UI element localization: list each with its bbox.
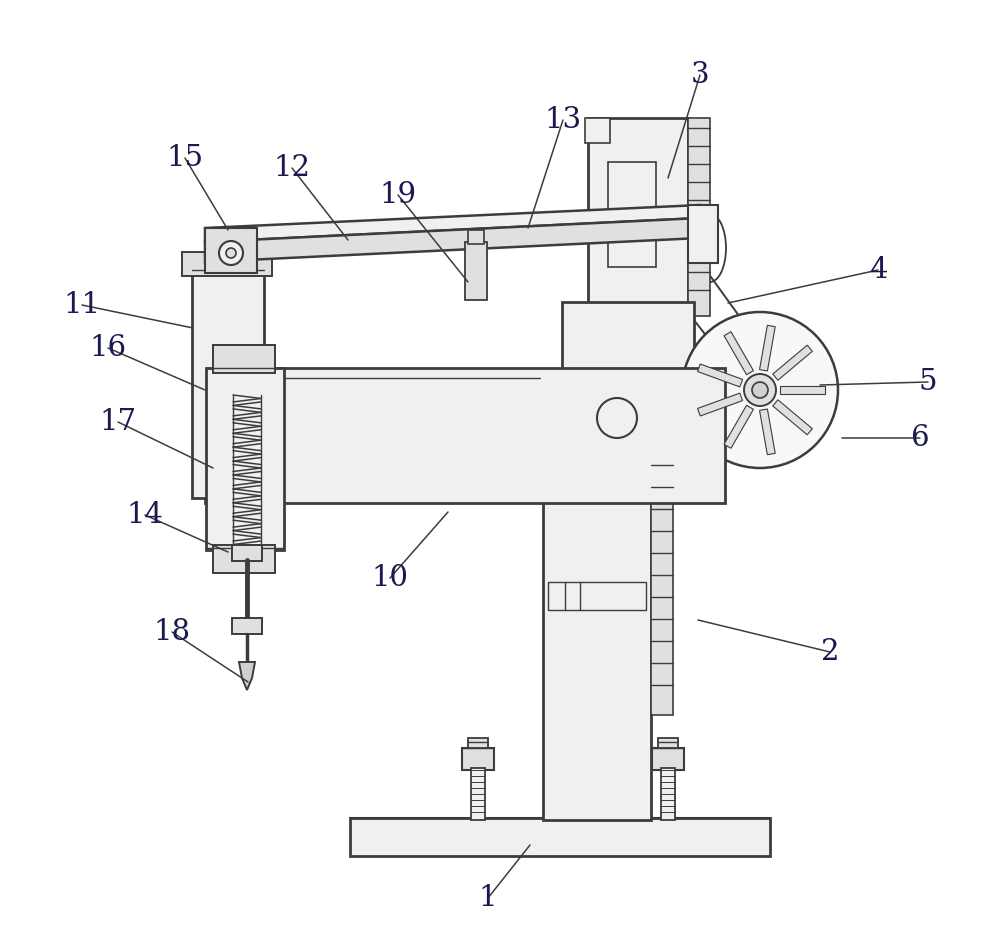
Polygon shape — [205, 205, 700, 242]
Text: 2: 2 — [821, 638, 839, 666]
Polygon shape — [239, 662, 255, 690]
Bar — [182, 252, 272, 276]
Text: 3: 3 — [691, 61, 709, 89]
Polygon shape — [724, 405, 753, 448]
Bar — [213, 545, 275, 573]
Polygon shape — [760, 325, 775, 371]
Bar — [688, 205, 718, 263]
Bar — [468, 738, 488, 748]
Bar — [205, 368, 725, 503]
Circle shape — [752, 382, 768, 398]
Text: 17: 17 — [99, 408, 137, 436]
Bar — [471, 768, 485, 820]
Bar — [232, 618, 262, 634]
Text: 5: 5 — [919, 368, 937, 396]
Bar — [548, 582, 646, 610]
Text: 6: 6 — [911, 424, 929, 452]
Text: 12: 12 — [274, 154, 310, 182]
Bar — [465, 242, 487, 300]
Circle shape — [219, 241, 243, 265]
Bar — [205, 228, 257, 273]
Text: 19: 19 — [379, 181, 417, 209]
Bar — [206, 368, 284, 550]
Bar — [651, 455, 673, 715]
Bar — [213, 345, 275, 373]
Text: 1: 1 — [479, 884, 497, 912]
Polygon shape — [760, 409, 775, 455]
Polygon shape — [698, 364, 743, 387]
Circle shape — [744, 374, 776, 406]
Bar — [462, 748, 494, 770]
Circle shape — [682, 312, 838, 468]
Text: 4: 4 — [869, 256, 887, 284]
Bar — [608, 162, 656, 267]
Text: 18: 18 — [153, 618, 191, 646]
Polygon shape — [205, 218, 700, 262]
Text: 11: 11 — [64, 291, 100, 319]
Polygon shape — [780, 386, 825, 394]
Circle shape — [226, 248, 236, 258]
Polygon shape — [773, 345, 812, 380]
Bar — [543, 455, 651, 820]
Text: 13: 13 — [544, 106, 582, 134]
Bar — [232, 545, 262, 561]
Text: 15: 15 — [166, 144, 204, 172]
Bar — [468, 230, 484, 244]
Bar — [661, 768, 675, 820]
Bar — [588, 118, 688, 316]
Text: 10: 10 — [372, 564, 409, 592]
Bar — [585, 118, 610, 143]
Bar — [192, 270, 264, 498]
Bar — [652, 748, 684, 770]
Polygon shape — [773, 400, 812, 435]
Bar — [350, 818, 770, 856]
Polygon shape — [698, 393, 743, 416]
Text: 16: 16 — [89, 334, 127, 362]
Polygon shape — [724, 331, 753, 375]
Bar — [658, 738, 678, 748]
Bar — [688, 118, 710, 316]
Bar — [562, 302, 694, 482]
Text: 14: 14 — [126, 501, 164, 529]
